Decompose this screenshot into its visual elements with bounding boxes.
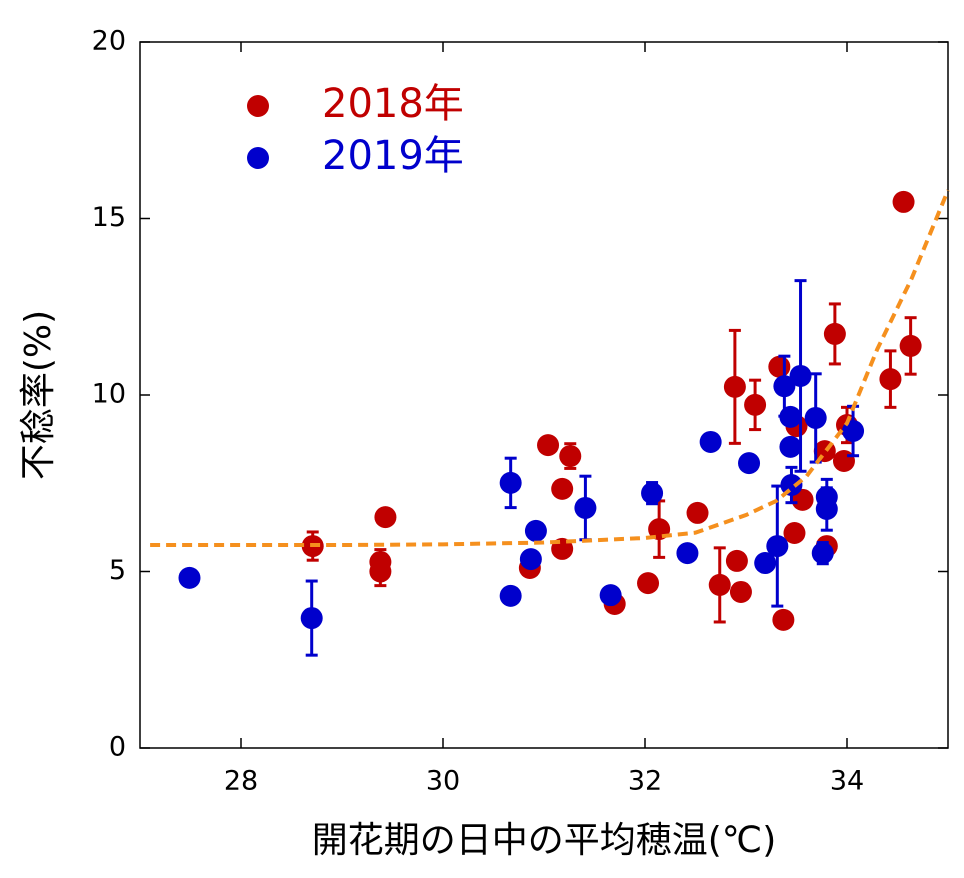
point [744, 393, 767, 416]
point [754, 552, 777, 575]
point [783, 522, 806, 545]
point [178, 566, 201, 589]
point [369, 560, 392, 583]
point [815, 498, 838, 521]
y-tick-label: 20 [92, 26, 126, 57]
point [789, 364, 812, 387]
point [729, 580, 752, 603]
point [811, 542, 834, 565]
point [574, 496, 597, 519]
x-tick-label: 34 [830, 766, 864, 797]
fit-curve [150, 189, 950, 548]
legend-label: 2018年 [322, 81, 464, 127]
point [779, 405, 802, 428]
point [551, 477, 574, 500]
point [823, 322, 846, 345]
point [537, 434, 560, 457]
x-tick-label: 28 [224, 766, 258, 797]
point [772, 608, 795, 631]
y-tick-label: 10 [92, 379, 126, 410]
x-axis-label: 開花期の日中の平均穂温(℃) [312, 820, 777, 861]
point [879, 368, 902, 391]
y-tick-label: 5 [109, 555, 126, 586]
x-tick-label: 30 [426, 766, 460, 797]
legend-marker [247, 147, 269, 169]
point [899, 334, 922, 357]
point [499, 584, 522, 607]
point [524, 519, 547, 542]
point [641, 482, 664, 505]
point [773, 375, 796, 398]
legend-marker [247, 95, 269, 117]
point [559, 445, 582, 468]
point [768, 355, 791, 378]
point [676, 542, 699, 565]
point [738, 452, 761, 475]
point [499, 471, 522, 494]
point [766, 535, 789, 558]
point [637, 572, 660, 595]
y-axis-label: 不稔率(%) [18, 310, 59, 480]
x-tick-label: 32 [628, 766, 662, 797]
point [804, 406, 827, 429]
point [300, 607, 323, 630]
point [892, 190, 915, 213]
point [686, 501, 709, 524]
point [708, 573, 731, 596]
point [519, 548, 542, 571]
point [723, 375, 746, 398]
y-tick-label: 15 [92, 202, 126, 233]
point [779, 435, 802, 458]
y-tick-label: 0 [109, 732, 126, 763]
point [725, 549, 748, 572]
point [599, 584, 622, 607]
point [374, 506, 397, 529]
point [699, 430, 722, 453]
legend-label: 2019年 [322, 133, 464, 179]
